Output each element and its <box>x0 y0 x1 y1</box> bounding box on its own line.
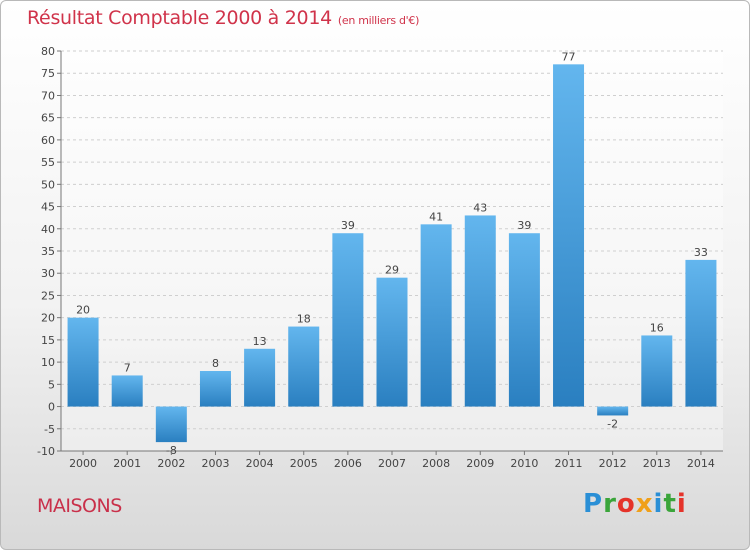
bar <box>641 335 673 407</box>
y-tick-label: 15 <box>41 334 55 347</box>
y-tick-label: 20 <box>41 312 55 325</box>
bar <box>244 348 276 407</box>
y-tick-label: -10 <box>37 445 55 458</box>
bar <box>553 64 585 407</box>
data-label: 43 <box>473 201 487 214</box>
bar <box>508 233 540 407</box>
x-tick-label: 2001 <box>113 457 141 470</box>
x-tick-label: 2003 <box>201 457 229 470</box>
data-label: 39 <box>517 219 531 232</box>
x-tick-label: 2008 <box>422 457 450 470</box>
data-label: 7 <box>124 361 131 374</box>
y-tick-label: 60 <box>41 134 55 147</box>
logo-letter: x <box>635 489 654 519</box>
bar <box>332 233 364 407</box>
chart-title: Résultat Comptable 2000 à 2014 (en millie… <box>27 7 419 29</box>
data-label: 20 <box>76 304 90 317</box>
y-tick-label: 35 <box>41 245 55 258</box>
x-tick-label: 2013 <box>643 457 671 470</box>
y-tick-label: 30 <box>41 267 55 280</box>
data-label: 41 <box>429 210 443 223</box>
data-label: -2 <box>607 417 618 430</box>
chart-subtitle: (en milliers d'€) <box>337 14 420 27</box>
bar-chart: -10 -5 0 5 10 15 20 25 30 35 40 45 50 55 60 65 70 75 80 20 2… <box>37 45 723 470</box>
y-tick-label: 0 <box>48 401 55 414</box>
logo-letter: t <box>663 489 677 519</box>
x-tick-label: 2000 <box>69 457 97 470</box>
bar <box>597 406 629 416</box>
data-label: 13 <box>253 335 267 348</box>
x-tick-label: 2002 <box>157 457 185 470</box>
x-tick-label: 2007 <box>378 457 406 470</box>
data-label: 16 <box>650 321 664 334</box>
x-tick-label: 2012 <box>599 457 627 470</box>
data-label: -8 <box>166 444 177 457</box>
bar <box>376 277 408 407</box>
y-tick-label: 5 <box>48 378 55 391</box>
chart-title-text: Résultat Comptable 2000 à 2014 <box>27 7 332 29</box>
y-tick-label: -5 <box>44 423 55 436</box>
bar <box>288 326 320 407</box>
bar <box>155 406 187 443</box>
x-tick-label: 2014 <box>687 457 715 470</box>
bar <box>685 259 717 407</box>
x-tick-label: 2004 <box>246 457 274 470</box>
x-tick-label: 2011 <box>555 457 583 470</box>
x-tick-label: 2010 <box>510 457 538 470</box>
bar <box>111 375 143 407</box>
y-tick-label: 25 <box>41 289 55 302</box>
bar <box>67 317 99 407</box>
logo-letter: o <box>616 489 636 519</box>
bar <box>464 215 496 407</box>
data-label: 8 <box>212 357 219 370</box>
y-tick-label: 55 <box>41 156 55 169</box>
logo-letter: P <box>583 489 604 519</box>
location-label: MAISONS <box>37 495 122 517</box>
data-label: 29 <box>385 264 399 277</box>
data-label: 77 <box>562 50 576 63</box>
data-label: 18 <box>297 313 311 326</box>
y-tick-label: 65 <box>41 112 55 125</box>
y-tick-label: 45 <box>41 201 55 214</box>
data-label: 33 <box>694 246 708 259</box>
logo-letter: r <box>603 489 617 519</box>
x-tick-label: 2009 <box>466 457 494 470</box>
logo-letter: i <box>653 489 664 519</box>
y-tick-label: 80 <box>41 45 55 58</box>
bar <box>420 224 452 407</box>
logo-letter: i <box>676 489 687 519</box>
bar <box>199 371 231 407</box>
y-tick-label: 40 <box>41 223 55 236</box>
x-tick-label: 2005 <box>290 457 318 470</box>
data-label: 39 <box>341 219 355 232</box>
y-tick-label: 75 <box>41 67 55 80</box>
y-tick-label: 50 <box>41 178 55 191</box>
y-tick-label: 70 <box>41 89 55 102</box>
x-tick-label: 2006 <box>334 457 362 470</box>
y-tick-label: 10 <box>41 356 55 369</box>
